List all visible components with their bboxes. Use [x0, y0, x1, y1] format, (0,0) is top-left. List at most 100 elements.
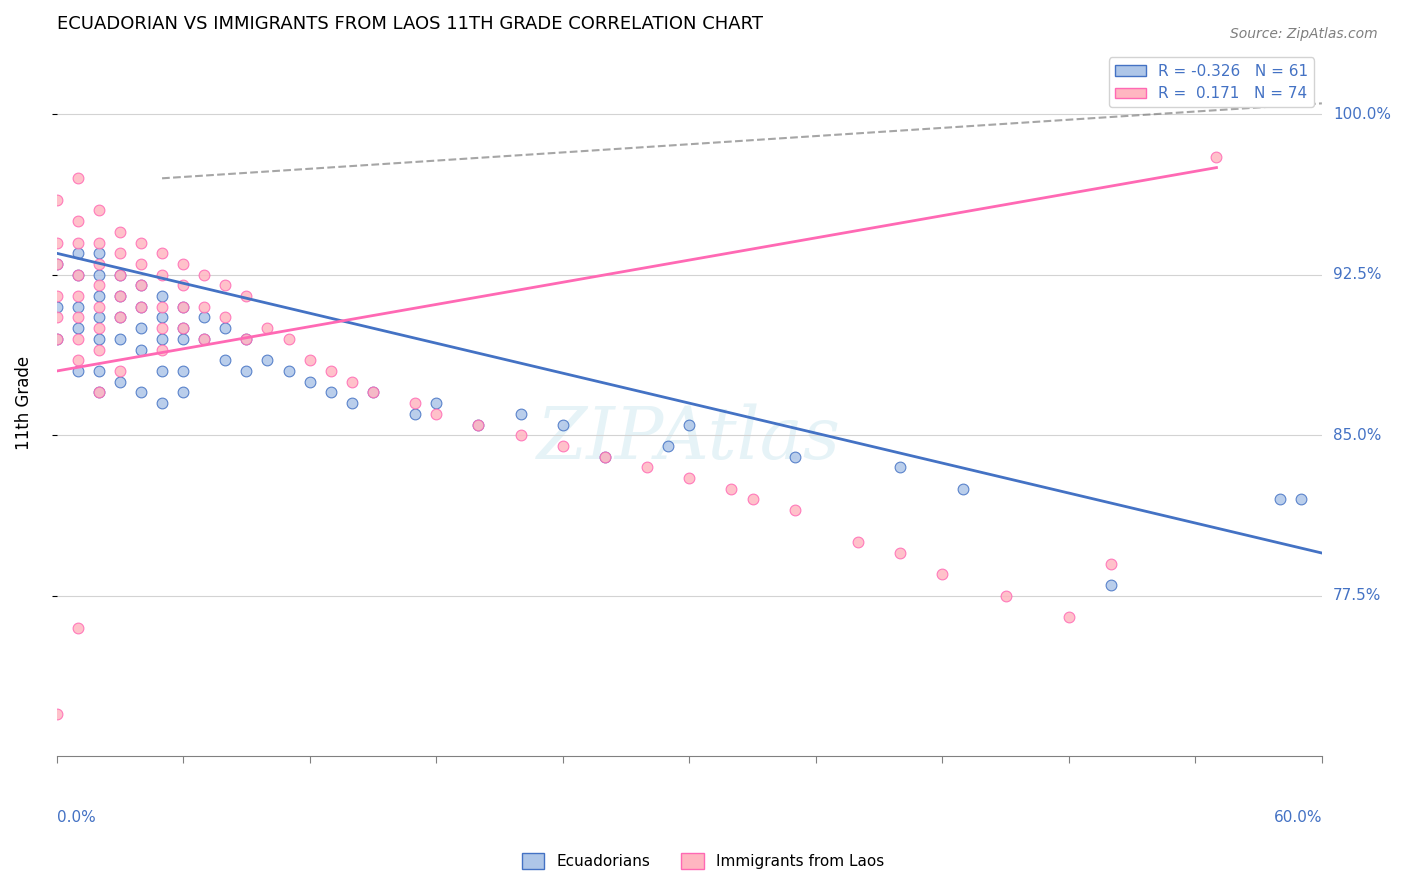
Point	[66, 621, 89, 635]
Point	[66, 235, 89, 250]
Point	[87, 321, 110, 335]
Point	[45, 193, 67, 207]
Point	[150, 289, 173, 303]
Point	[66, 214, 89, 228]
Point	[150, 310, 173, 325]
Point	[172, 385, 194, 400]
Point	[129, 321, 152, 335]
Point	[994, 589, 1017, 603]
Legend: R = -0.326   N = 61, R =  0.171   N = 74: R = -0.326 N = 61, R = 0.171 N = 74	[1109, 57, 1315, 107]
Point	[1099, 557, 1122, 571]
Point	[425, 396, 447, 410]
Point	[172, 364, 194, 378]
Point	[150, 364, 173, 378]
Point	[172, 300, 194, 314]
Point	[66, 289, 89, 303]
Point	[277, 364, 299, 378]
Point	[467, 417, 489, 432]
Point	[361, 385, 384, 400]
Point	[298, 353, 321, 368]
Point	[319, 385, 342, 400]
Point	[319, 364, 342, 378]
Point	[87, 203, 110, 218]
Point	[404, 396, 426, 410]
Point	[1289, 492, 1312, 507]
Point	[87, 385, 110, 400]
Point	[87, 289, 110, 303]
Text: 60.0%: 60.0%	[1274, 810, 1322, 825]
Point	[87, 310, 110, 325]
Point	[66, 321, 89, 335]
Point	[193, 300, 215, 314]
Point	[657, 439, 679, 453]
Point	[1205, 150, 1227, 164]
Point	[404, 407, 426, 421]
Text: 85.0%: 85.0%	[1333, 428, 1381, 442]
Point	[741, 492, 763, 507]
Point	[172, 257, 194, 271]
Point	[172, 300, 194, 314]
Point	[129, 257, 152, 271]
Point	[150, 396, 173, 410]
Point	[1057, 610, 1080, 624]
Point	[45, 235, 67, 250]
Point	[87, 332, 110, 346]
Point	[87, 385, 110, 400]
Point	[108, 289, 131, 303]
Point	[467, 417, 489, 432]
Point	[636, 460, 658, 475]
Point	[783, 450, 806, 464]
Point	[66, 246, 89, 260]
Point	[87, 364, 110, 378]
Point	[45, 310, 67, 325]
Point	[193, 332, 215, 346]
Point	[66, 364, 89, 378]
Point	[129, 343, 152, 357]
Point	[129, 235, 152, 250]
Point	[45, 706, 67, 721]
Point	[172, 321, 194, 335]
Point	[129, 278, 152, 293]
Point	[150, 246, 173, 260]
Point	[66, 171, 89, 186]
Point	[235, 332, 257, 346]
Point	[108, 310, 131, 325]
Point	[720, 482, 742, 496]
Point	[214, 310, 236, 325]
Point	[256, 353, 278, 368]
Point	[108, 332, 131, 346]
Point	[214, 278, 236, 293]
Point	[214, 353, 236, 368]
Point	[889, 546, 911, 560]
Point	[66, 332, 89, 346]
Point	[214, 321, 236, 335]
Point	[45, 257, 67, 271]
Legend: Ecuadorians, Immigrants from Laos: Ecuadorians, Immigrants from Laos	[516, 847, 890, 875]
Point	[193, 332, 215, 346]
Point	[87, 268, 110, 282]
Point	[108, 268, 131, 282]
Text: ZIPAtlas: ZIPAtlas	[537, 403, 841, 474]
Point	[889, 460, 911, 475]
Text: ECUADORIAN VS IMMIGRANTS FROM LAOS 11TH GRADE CORRELATION CHART: ECUADORIAN VS IMMIGRANTS FROM LAOS 11TH …	[56, 15, 762, 33]
Point	[593, 450, 616, 464]
Point	[66, 268, 89, 282]
Point	[45, 332, 67, 346]
Point	[150, 268, 173, 282]
Point	[108, 268, 131, 282]
Point	[87, 257, 110, 271]
Point	[172, 332, 194, 346]
Point	[931, 567, 953, 582]
Point	[551, 439, 574, 453]
Point	[150, 343, 173, 357]
Point	[129, 385, 152, 400]
Text: 92.5%: 92.5%	[1333, 268, 1382, 282]
Point	[298, 375, 321, 389]
Point	[277, 332, 299, 346]
Point	[593, 450, 616, 464]
Point	[87, 343, 110, 357]
Point	[193, 310, 215, 325]
Point	[846, 535, 869, 549]
Point	[256, 321, 278, 335]
Point	[108, 225, 131, 239]
